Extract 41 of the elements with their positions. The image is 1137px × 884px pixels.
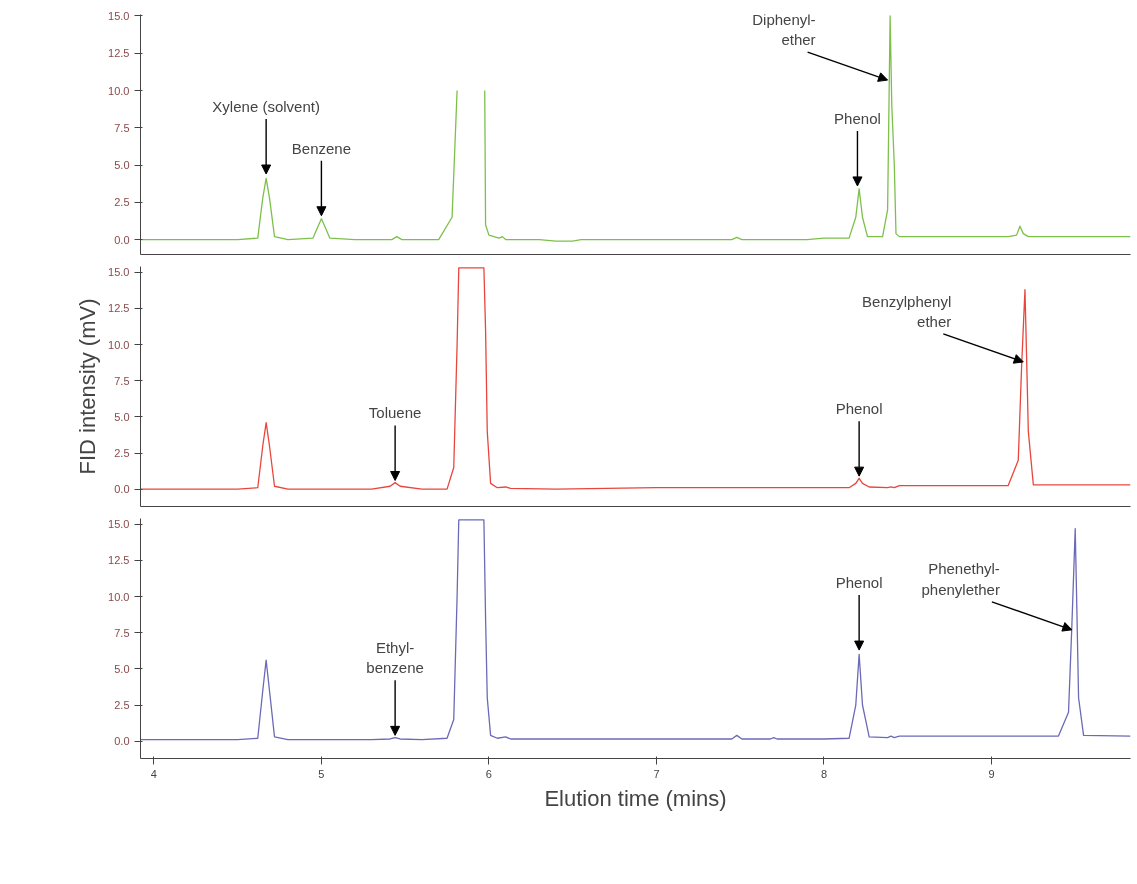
x-tick-label: 6: [485, 767, 492, 780]
x-axis-title: Elution time (mins): [544, 785, 727, 811]
annotation: Diphenyl- ether: [752, 10, 816, 49]
line-series: [140, 267, 1131, 490]
y-tick-label: 2.5: [114, 447, 130, 460]
y-tick-label: 15.0: [108, 9, 130, 22]
annotation: Benzene: [291, 139, 352, 157]
y-tick-label: 5.0: [114, 662, 130, 675]
annotation: Toluene: [368, 404, 422, 422]
y-tick-label: 5.0: [114, 159, 130, 172]
annotation: Phenethyl- phenylether: [921, 560, 1000, 598]
x-tick-label: 8: [820, 767, 828, 780]
y-tick-label: 7.5: [114, 374, 130, 387]
annotation: Phenol: [834, 109, 881, 127]
x-tick-label: 7: [653, 767, 660, 780]
annotation: Phenol: [835, 400, 883, 418]
y-tick-label: 7.5: [114, 626, 130, 639]
x-tick-label: 5: [318, 767, 325, 780]
y-tick-label: 10.0: [108, 590, 130, 603]
annotation: Ethyl- benzene: [366, 638, 424, 677]
y-tick-label: 12.5: [108, 302, 130, 315]
y-tick-label: 10.0: [108, 338, 130, 351]
y-tick-label: 12.5: [108, 554, 130, 567]
y-tick-label: 15.0: [108, 518, 130, 531]
y-tick-label: 0.0: [114, 233, 130, 246]
line-series: [140, 519, 1131, 741]
x-tick-label: 9: [988, 767, 995, 780]
annotation: Benzylphenyl ether: [862, 292, 952, 330]
y-tick-label: 10.0: [108, 84, 130, 97]
annotation: Phenol: [835, 574, 883, 592]
x-tick-label: 4: [150, 767, 157, 780]
y-tick-label: 0.0: [114, 735, 130, 748]
y-tick-label: 12.5: [108, 47, 130, 60]
y-tick-label: 2.5: [114, 196, 130, 209]
y-tick-label: 5.0: [114, 410, 130, 423]
y-tick-label: 0.0: [114, 483, 130, 496]
y-tick-label: 2.5: [114, 699, 130, 712]
y-axis-title: FID intensity (mV): [75, 298, 101, 475]
annotation: Xylene (solvent): [212, 98, 320, 115]
y-tick-label: 15.0: [108, 266, 130, 279]
y-tick-label: 7.5: [114, 121, 130, 134]
